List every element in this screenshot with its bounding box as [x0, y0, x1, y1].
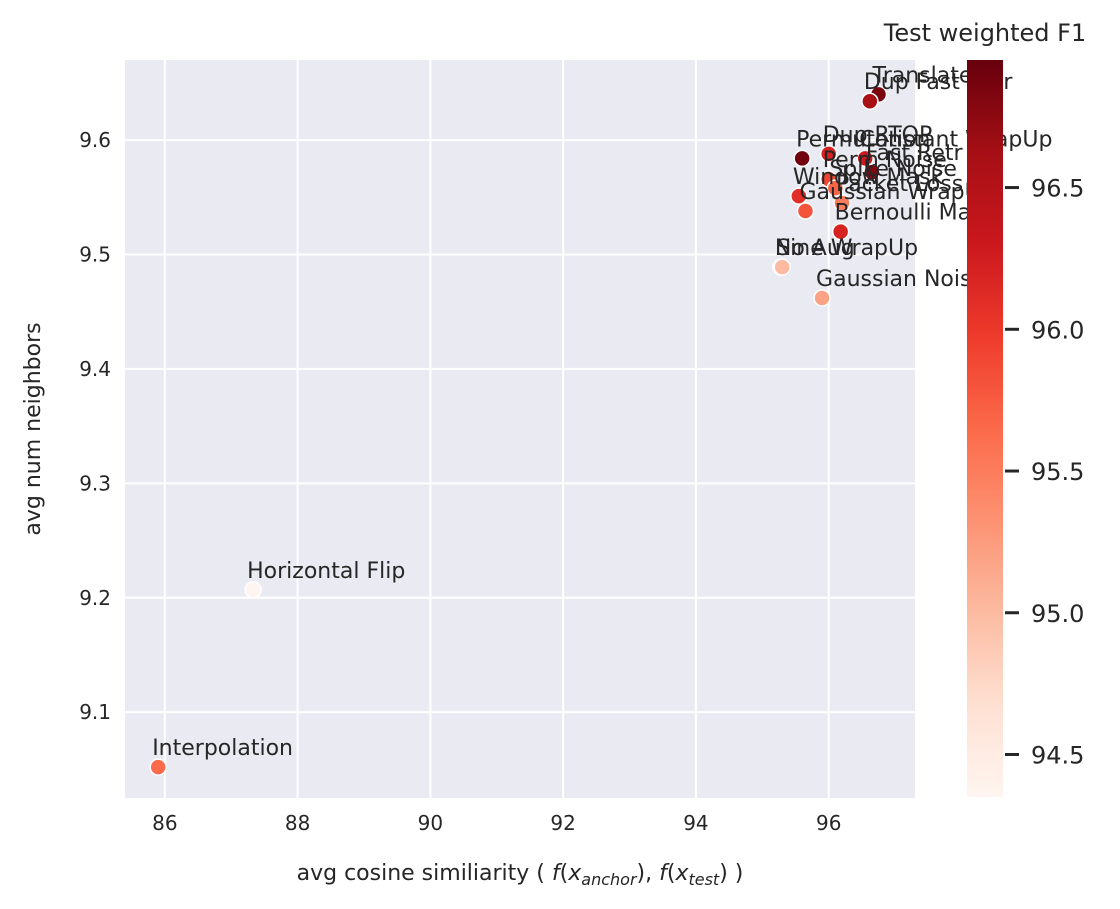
colorbar-tick-label: 96.0 [1031, 316, 1084, 344]
x-tick-label: 94 [683, 811, 708, 835]
x-tick-label: 92 [550, 811, 575, 835]
colorbar-title: Test weighted F1 [883, 19, 1087, 47]
data-point [831, 222, 850, 241]
y-tick-label: 9.2 [79, 586, 111, 610]
plot-background [125, 60, 915, 798]
y-tick-label: 9.3 [79, 471, 111, 495]
data-point [790, 187, 808, 205]
data-point [793, 149, 811, 168]
x-tick-label: 88 [285, 811, 310, 835]
point-label: Sine WrapUp [776, 236, 918, 261]
grid-lines [125, 60, 915, 798]
data-point [149, 758, 167, 776]
data-point [813, 289, 831, 307]
x-tick-label: 86 [152, 811, 177, 835]
x-tick-label: 90 [418, 811, 443, 835]
data-points [149, 85, 888, 776]
x-tick-label: 96 [816, 811, 841, 835]
point-label: Constant WrapUp [859, 127, 1052, 152]
point-label: Spike Noise [829, 157, 957, 182]
y-tick-label: 9.1 [79, 700, 111, 724]
data-point [856, 149, 874, 168]
y-tick-label: 9.4 [79, 357, 111, 381]
point-label: Permutation [796, 127, 930, 152]
point-label: Fast Retr [866, 141, 964, 166]
data-point [826, 179, 845, 197]
colorbar [967, 60, 1003, 797]
y-axis-label: avg num neighbors [21, 322, 46, 535]
colorbar-tick-label: 96.5 [1031, 175, 1084, 203]
data-point [833, 194, 851, 212]
point-label: Window Mask [793, 165, 944, 190]
data-point [861, 92, 879, 110]
data-point [796, 202, 815, 220]
point-label: Gaussian WrapUp [799, 180, 994, 205]
data-point [863, 163, 881, 181]
point-label: Interpolation [152, 736, 293, 761]
colorbar-tick-label: 95.0 [1031, 600, 1084, 628]
colorbar-ticks: 94.5 95.0 95.5 96.0 96.5 [1005, 175, 1084, 769]
y-tick-label: 9.5 [79, 243, 111, 267]
point-label: Horizontal Flip [247, 559, 405, 584]
point-label: Dup RTOP [823, 123, 933, 148]
point-label: Gaussian Noise [816, 267, 985, 292]
y-tick-label: 9.6 [79, 128, 111, 152]
point-label: Translate [871, 63, 972, 88]
point-label: Packet Loss [836, 172, 963, 197]
y-tick-labels: 9.1 9.2 9.3 9.4 9.5 9.6 [79, 128, 111, 724]
data-point [244, 581, 262, 599]
point-label: No Aug [775, 236, 855, 261]
data-point [773, 258, 791, 276]
colorbar-tick-label: 94.5 [1031, 741, 1084, 769]
point-label: Perm Noise [823, 148, 947, 173]
data-point [819, 145, 838, 163]
x-tick-labels: 86 88 90 92 94 96 [152, 811, 841, 835]
colorbar-tick-label: 95.5 [1031, 458, 1084, 486]
x-axis-label: avg cosine similiarity ( f(xanchor), f(x… [297, 861, 744, 889]
